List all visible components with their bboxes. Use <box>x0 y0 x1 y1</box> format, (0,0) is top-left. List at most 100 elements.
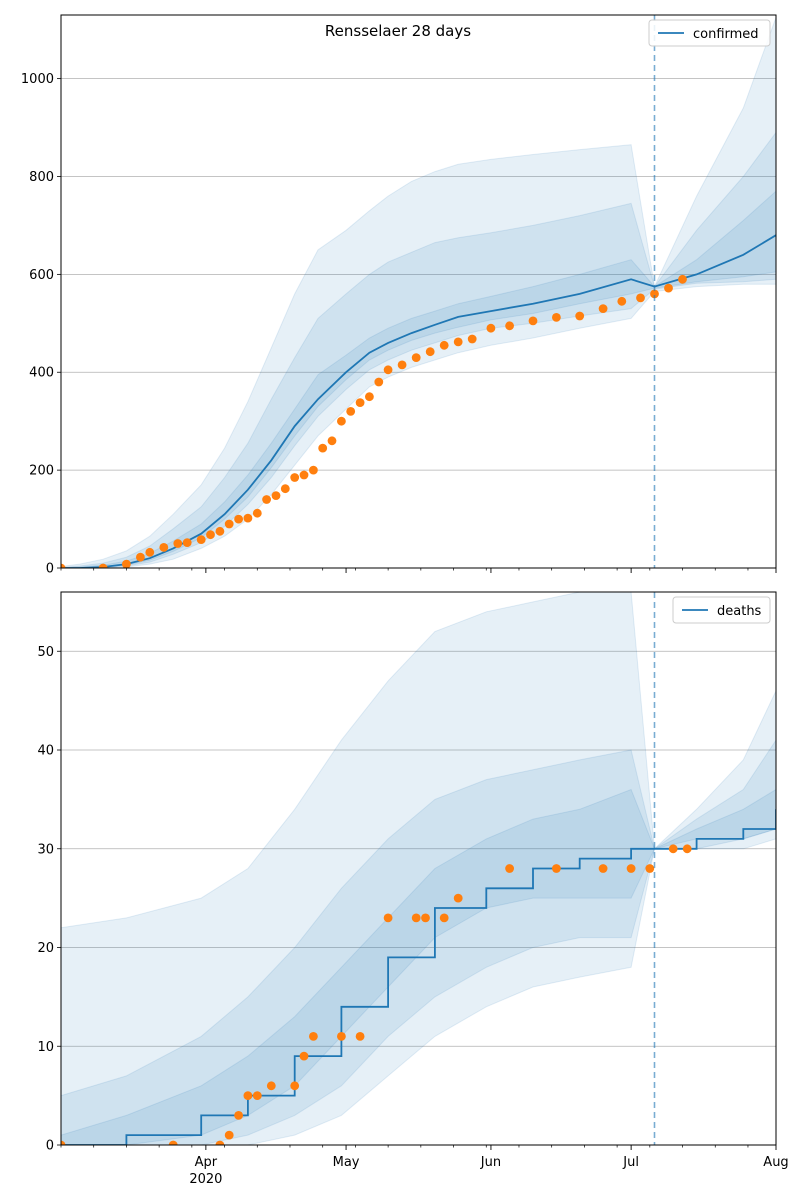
uncertainty-band <box>61 131 776 568</box>
observed-point <box>626 864 636 873</box>
observed-point <box>411 913 421 923</box>
y-tick-label: 40 <box>37 744 54 759</box>
y-tick-label: 0 <box>46 1139 54 1154</box>
observed-point <box>668 844 678 854</box>
observed-point <box>575 311 585 321</box>
observed-point <box>196 535 206 544</box>
x-tick-label: May <box>333 1155 360 1170</box>
y-tick-label: 0 <box>46 562 54 577</box>
y-tick-label: 1000 <box>21 72 54 87</box>
observed-point <box>159 543 169 552</box>
observed-point <box>243 1091 253 1100</box>
observed-point <box>528 316 538 326</box>
observed-point <box>486 323 496 333</box>
observed-point <box>439 340 449 350</box>
observed-point <box>411 353 421 362</box>
observed-point <box>234 1111 244 1120</box>
figure-title: Rensselaer 28 days <box>325 22 471 40</box>
x-tick-label: Jul <box>622 1155 639 1170</box>
observed-point <box>122 559 131 568</box>
deaths-panel: 0 10 20 30 40 50 Apr 2020 May Jun Jul Aug deaths <box>37 591 789 1187</box>
observed-point <box>309 465 318 475</box>
legend-box <box>672 596 771 624</box>
uncertainty-band <box>61 17 776 568</box>
observed-point <box>365 392 374 402</box>
observed-point <box>266 1081 276 1091</box>
axes-frame <box>60 14 777 569</box>
y-tick-label: 30 <box>37 842 54 857</box>
observed-point <box>664 283 673 293</box>
observed-point <box>397 360 407 370</box>
observed-point <box>290 473 300 482</box>
observed-point <box>337 416 346 426</box>
observed-point <box>425 347 435 357</box>
observed-point <box>552 313 561 322</box>
observed-point <box>636 293 645 303</box>
observed-point <box>439 913 449 923</box>
observed-point <box>327 436 337 446</box>
x-tick-label: Jun <box>480 1155 501 1170</box>
observed-point <box>309 1032 318 1041</box>
observed-point <box>645 864 655 873</box>
observed-point <box>234 514 244 524</box>
confirmed-panel: 0 200 400 600 800 1000 confirmed <box>21 14 777 577</box>
observed-point <box>215 1140 225 1145</box>
observed-point <box>346 407 356 416</box>
y-tick-label: 200 <box>29 464 54 479</box>
x-tick-sublabel: 2020 <box>189 1172 222 1187</box>
legend-label: confirmed <box>693 27 759 42</box>
plot-area <box>61 15 776 568</box>
observed-point <box>168 1140 178 1145</box>
x-tick-label: Aug <box>763 1155 788 1170</box>
observed-point <box>355 1032 365 1041</box>
observed-point <box>453 337 463 347</box>
observed-point <box>318 443 328 453</box>
observed-point <box>215 526 225 536</box>
observed-point <box>145 547 155 557</box>
observed-point <box>552 864 561 873</box>
y-tick-label: 600 <box>29 268 54 283</box>
observed-point <box>173 539 183 548</box>
observed-point <box>136 552 145 562</box>
observed-point <box>206 530 215 540</box>
observed-point <box>383 365 393 375</box>
observed-point <box>252 1091 262 1100</box>
uncertainty-band <box>61 592 776 1145</box>
observed-point <box>421 913 430 923</box>
x-tick-label: Apr <box>195 1155 218 1170</box>
legend-label: deaths <box>717 604 762 619</box>
observed-point <box>290 1081 300 1091</box>
observed-point <box>453 893 463 903</box>
uncertainty-band <box>61 739 776 1145</box>
observed-point <box>505 321 514 331</box>
observed-point <box>617 296 627 306</box>
observed-point <box>650 289 659 299</box>
observed-point <box>598 864 608 873</box>
observed-point <box>280 484 290 494</box>
observed-point <box>224 519 234 529</box>
y-tick-label: 800 <box>29 170 54 185</box>
legend-box <box>648 19 771 47</box>
observed-point <box>467 334 477 344</box>
observed-point <box>355 398 365 407</box>
observed-point <box>505 864 514 873</box>
observed-point <box>243 513 253 523</box>
observed-point <box>337 1032 346 1041</box>
observed-point <box>299 470 309 480</box>
y-tick-label: 50 <box>37 645 54 660</box>
uncertainty-band <box>61 190 776 568</box>
observed-point <box>98 563 108 568</box>
uncertainty-band <box>61 788 776 1145</box>
observed-point <box>598 304 608 313</box>
observed-point <box>61 563 66 568</box>
observed-point <box>299 1051 309 1061</box>
observed-point <box>374 377 384 387</box>
observed-point <box>383 913 393 923</box>
axes-frame <box>60 591 777 1146</box>
plot-area <box>61 592 776 1145</box>
observed-point <box>182 538 192 547</box>
observed-point <box>61 1140 66 1145</box>
observed-point <box>678 274 687 284</box>
y-tick-label: 10 <box>37 1040 54 1055</box>
